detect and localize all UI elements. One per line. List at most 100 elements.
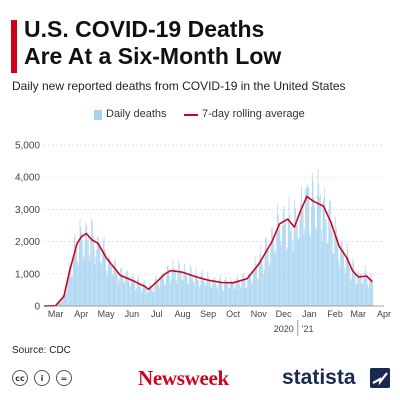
daily-bar [98,243,100,306]
daily-bar [217,288,218,306]
daily-bar [213,278,214,306]
daily-bar [223,291,224,306]
daily-bar [278,230,280,306]
daily-bar [106,270,107,306]
daily-bar [369,275,371,306]
daily-bar [254,256,256,306]
daily-bar [139,283,141,306]
daily-bar [359,273,361,306]
daily-bar [175,279,177,306]
daily-bar [125,274,126,306]
daily-bar [202,270,204,306]
daily-bar [339,267,340,306]
daily-bar [68,271,69,306]
daily-bar [359,274,360,306]
daily-bar [247,277,248,306]
daily-bar [155,277,156,306]
daily-bar [155,275,157,306]
daily-bar [245,288,247,306]
daily-bar [223,280,225,306]
daily-bar [73,237,75,306]
daily-bar [344,268,345,306]
daily-bar [201,273,203,306]
daily-bar [176,283,178,306]
daily-bar [241,279,243,306]
daily-bar [325,219,327,306]
daily-bar [68,262,70,306]
daily-bar [260,245,262,306]
daily-bar [362,282,364,306]
daily-bar [230,277,232,306]
daily-bar [135,289,136,306]
daily-bar [366,273,368,306]
daily-bar [180,274,181,306]
daily-bar [141,290,143,306]
daily-bar [208,277,209,306]
daily-bar [214,276,215,306]
daily-bar [238,280,239,306]
daily-bar [293,229,295,306]
daily-bar [152,292,154,306]
daily-bar [80,226,82,306]
daily-bar [238,281,240,306]
daily-bar [117,284,119,306]
daily-bar [59,302,61,306]
daily-bar [171,270,173,306]
daily-bar [319,197,320,306]
daily-bar [69,268,71,306]
daily-bar [151,285,153,306]
daily-bar [367,284,369,306]
daily-bar [61,299,63,306]
daily-bar [280,241,282,306]
daily-bar [71,276,73,306]
daily-bar [316,195,318,306]
daily-bar [240,287,242,306]
daily-bar [328,209,330,306]
daily-bar [310,236,311,306]
daily-bar [277,204,278,306]
daily-bar [170,283,171,306]
daily-bar [157,279,159,306]
daily-bar [159,288,160,306]
daily-bar [97,237,99,306]
legend-swatch-daily-deaths [94,110,102,120]
daily-bar [180,272,182,306]
daily-bar [187,284,189,306]
daily-bar [248,273,250,306]
daily-bar [228,288,229,306]
daily-bar [290,231,291,306]
daily-bar [184,263,185,306]
daily-bar [360,273,362,306]
daily-bar [160,279,161,306]
daily-bar [124,283,126,306]
daily-bar [229,282,231,306]
legend-swatch-rolling-average [184,114,198,116]
daily-bar [326,242,328,306]
daily-bar [145,284,146,306]
daily-bar [85,222,87,306]
daily-bar [197,280,199,306]
daily-bar [160,273,162,306]
daily-bar [101,263,102,306]
daily-bar [178,259,180,306]
chart-title: U.S. COVID-19 Deaths Are At a Six-Month … [24,16,282,69]
daily-bar [194,284,195,306]
daily-bar [225,276,227,306]
daily-bar [120,268,121,306]
y-tick-label: 4,000 [15,173,40,184]
daily-bar [212,280,214,306]
daily-bar [182,280,184,306]
daily-bar [307,187,309,306]
x-tick-label: Apr [74,309,88,319]
daily-bar [73,257,74,306]
daily-bar [74,233,76,306]
daily-bar [116,270,118,306]
daily-bar [244,279,246,306]
daily-bar [111,264,112,306]
statista-mark-icon [370,368,390,388]
daily-bar [95,256,97,306]
attribution-icon: i [34,370,50,386]
daily-bar [313,196,315,306]
daily-bar [221,281,223,306]
daily-bar [170,279,172,306]
